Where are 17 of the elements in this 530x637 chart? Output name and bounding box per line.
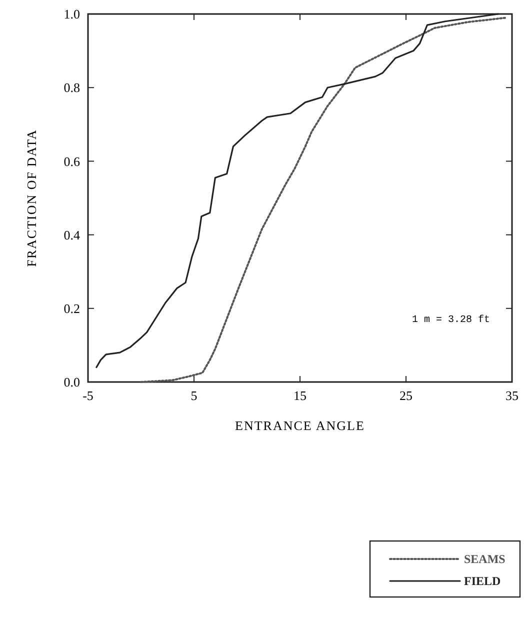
y-tick-label: 1.0 — [64, 6, 80, 22]
x-tick-label: 5 — [190, 388, 198, 403]
y-tick-label: 0.0 — [64, 374, 80, 390]
x-tick-label: 25 — [400, 388, 412, 403]
annotation: 1 m = 3.28 ft — [412, 314, 490, 326]
y-axis-title: FRACTION OF DATA — [24, 129, 39, 267]
text: SEAMS — [464, 552, 506, 566]
x-tick-label: 15 — [294, 388, 306, 403]
y-tick-label: 0.6 — [64, 154, 80, 169]
line-series — [140, 16, 508, 383]
y-tick-label: 0.8 — [64, 80, 80, 96]
x-tick-label: 35 — [506, 388, 518, 403]
x-axis-title: ENTRANCE ANGLE — [235, 418, 365, 433]
x-tick-label: -5 — [82, 388, 94, 403]
y-tick-label: 0.2 — [64, 300, 80, 316]
y-tick-label: 0.4 — [64, 227, 80, 242]
text: FIELD — [464, 574, 502, 588]
